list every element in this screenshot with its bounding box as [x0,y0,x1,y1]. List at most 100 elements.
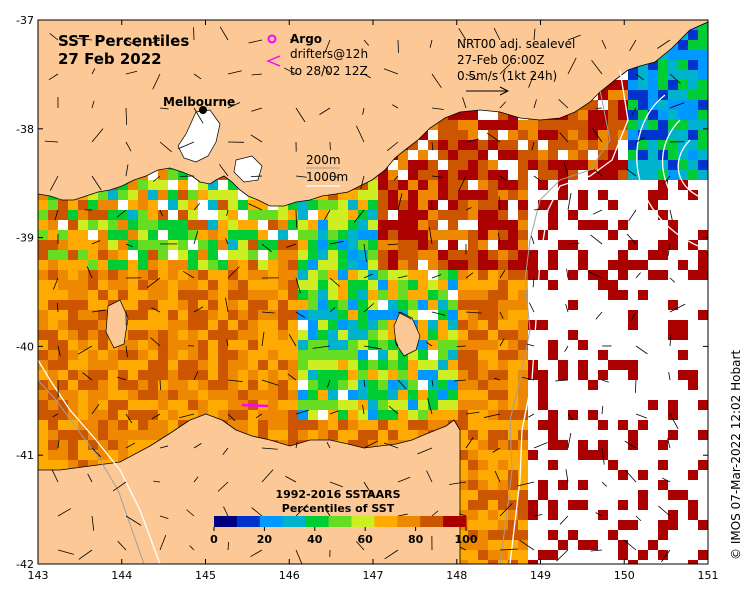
sst-cell [218,230,228,240]
sst-cell [68,450,78,460]
sst-cell [458,550,468,560]
sst-cell [368,380,378,390]
sst-cell [448,220,458,230]
sst-cell [478,330,488,340]
sst-cell [468,310,478,320]
sst-cell [458,110,468,120]
sst-cell [348,190,358,200]
sst-cell [398,400,408,410]
sst-cell [658,210,668,220]
sst-cell [178,330,188,340]
sst-cell [68,280,78,290]
sst-cell [478,120,488,130]
sst-cell [38,220,48,230]
sst-cell [348,300,358,310]
sst-cell [508,240,518,250]
sst-cell [188,260,198,270]
sst-cell [68,300,78,310]
sst-cell [448,260,458,270]
sst-cell [628,150,638,160]
sst-cell [288,270,298,280]
sst-cell [638,470,648,480]
sst-cell [448,130,458,140]
sst-cell [508,370,518,380]
sst-cell [508,230,518,240]
current-vector [528,413,535,418]
sst-cell [408,400,418,410]
sst-cell [688,560,698,564]
sst-cell [38,370,48,380]
sst-cell [368,180,378,190]
sst-cell [408,220,418,230]
sst-cell [698,270,708,280]
sst-cell [628,130,638,140]
sst-cell [268,210,278,220]
sst-cell [408,230,418,240]
sst-cell [158,360,168,370]
sst-cell [638,290,648,300]
sst-cell [318,270,328,280]
sst-cell [118,190,128,200]
sst-cell [598,220,608,230]
y-tick-label: -42 [16,558,34,571]
current-vector [295,175,307,178]
sst-cell [688,240,698,250]
sst-cell [338,260,348,270]
sst-cell [78,240,88,250]
sst-cell [358,190,368,200]
sst-cell [578,160,588,170]
sst-cell [548,510,558,520]
sst-cell [278,240,288,250]
sst-cell [698,160,708,170]
sst-cell [498,410,508,420]
sst-cell [688,170,698,180]
current-vector [287,373,297,381]
sst-cell [338,240,348,250]
sst-cell [148,330,158,340]
sst-cell [368,190,378,200]
sst-cell [348,360,358,370]
sst-cell [518,290,528,300]
sst-cell [118,410,128,420]
sst-cell [248,240,258,250]
sst-cell [148,430,158,440]
current-vector [669,334,672,347]
colorbar-swatch [328,516,352,527]
sst-cell [218,410,228,420]
sst-cell [588,120,598,130]
sst-cell [308,350,318,360]
sst-cell [498,350,508,360]
sst-cell [338,340,348,350]
sst-cell [358,300,368,310]
sst-cell [258,280,268,290]
sst-cell [98,450,108,460]
sst-cell [408,200,418,210]
sst-cell [348,210,358,220]
sst-cell [258,320,268,330]
sst-cell [518,440,528,450]
sst-cell [278,310,288,320]
sst-cell [498,190,508,200]
sst-cell [548,120,558,130]
sst-cell [458,560,468,564]
sst-cell [488,270,498,280]
sst-cell [318,430,328,440]
sst-cell [428,260,438,270]
sst-cell [478,390,488,400]
sst-cell [328,410,338,420]
sst-cell [448,150,458,160]
current-vector [261,447,278,450]
sst-cell [388,390,398,400]
sst-cell [698,230,708,240]
sst-cell [618,170,628,180]
sst-cell [498,560,508,564]
sst-cell [58,400,68,410]
sst-cell [698,460,708,470]
argo-label: Argo [290,32,322,46]
sst-cell [448,210,458,220]
sst-cell [368,260,378,270]
sst-cell [608,290,618,300]
sst-cell [208,330,218,340]
sst-cell [278,230,288,240]
sst-cell [618,90,628,100]
